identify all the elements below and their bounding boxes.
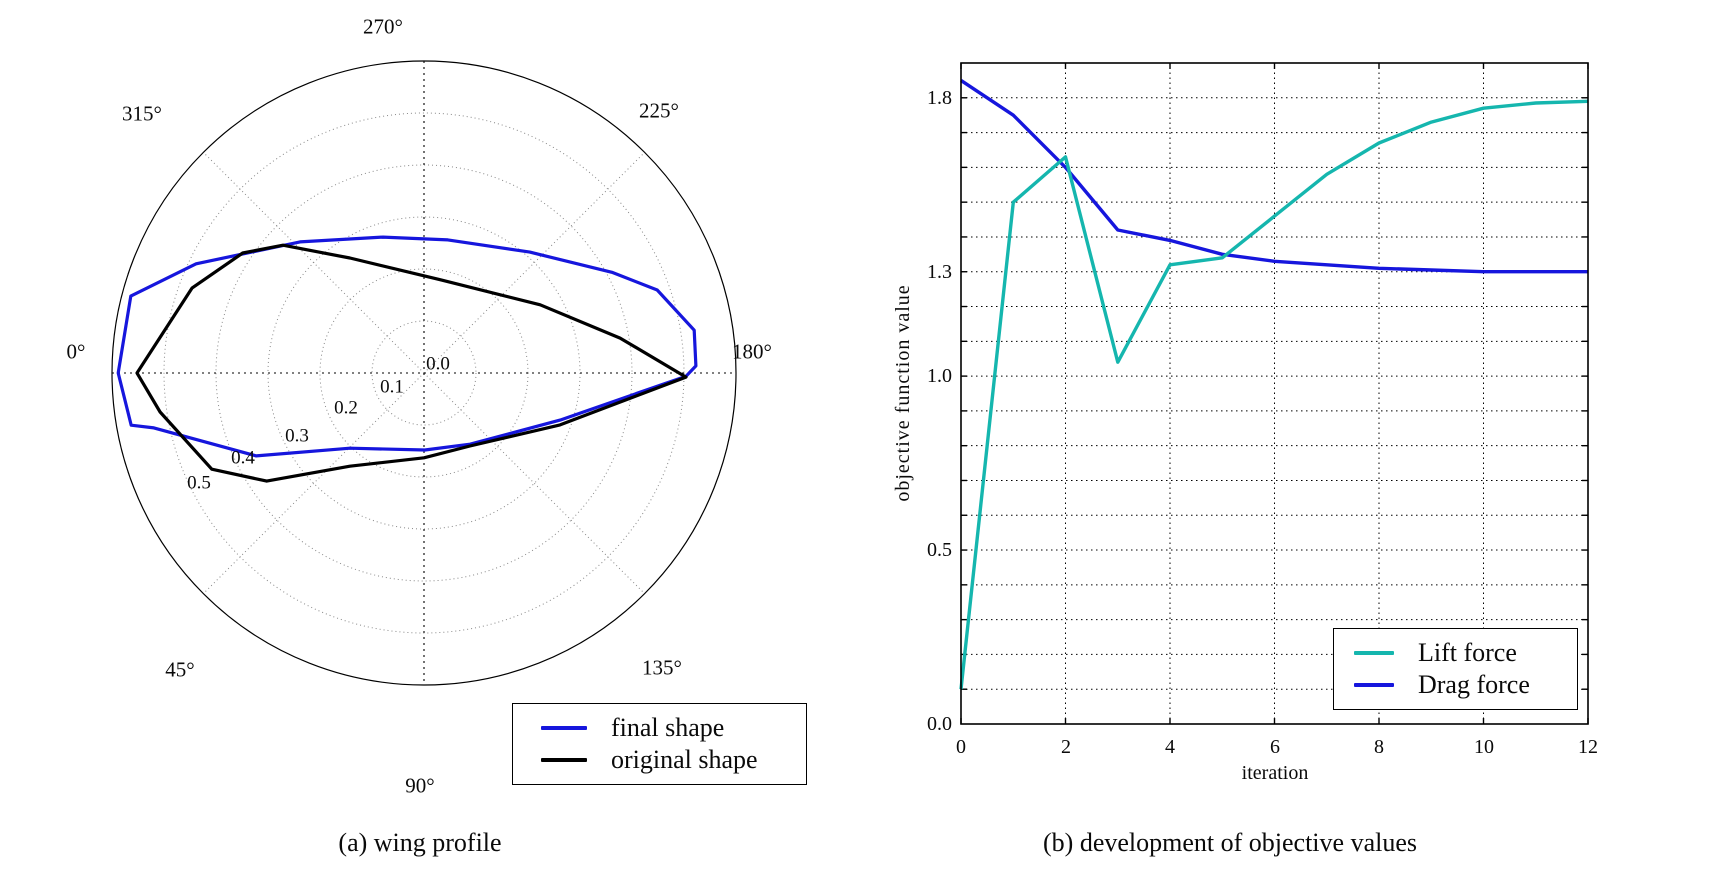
y-tick-label-0.5: 0.5 — [927, 539, 952, 561]
original-shape-legend-label: original shape — [611, 745, 758, 774]
polar-radial-label-0.4: 0.4 — [231, 447, 255, 469]
caption-a: (a) wing profile — [338, 828, 502, 857]
wing-profile-curves — [116, 235, 698, 483]
legend-row-lift-force: Lift force — [1340, 640, 1571, 666]
line-Lift-force — [959, 99, 1589, 690]
y-tick-label-1.3: 1.3 — [927, 261, 952, 283]
polar-angle-label-315: 315° — [122, 101, 162, 126]
x-tick-label-8: 8 — [1374, 736, 1384, 758]
drag-force-line-swatch — [1354, 683, 1394, 687]
y-tick-label-1.8: 1.8 — [927, 87, 952, 109]
wing-profile-legend: final shape original shape — [512, 703, 807, 785]
x-tick-label-4: 4 — [1165, 736, 1175, 758]
drag-force-legend-label: Drag force — [1418, 670, 1530, 699]
line-Drag-force — [960, 78, 1588, 274]
polar-grid — [111, 60, 737, 686]
original-shape-line-swatch — [541, 758, 587, 762]
lift-force-line-swatch — [1354, 651, 1394, 655]
lift-force-legend-label: Lift force — [1418, 638, 1517, 667]
y-tick-label-1.0: 1.0 — [927, 365, 952, 387]
x-tick-label-0: 0 — [956, 736, 966, 758]
x-tick-label-12: 12 — [1578, 736, 1598, 758]
polar-angle-label-90: 90° — [405, 773, 435, 798]
curve-final-shape — [116, 235, 698, 458]
final-shape-legend-label: final shape — [611, 713, 725, 742]
polar-angle-label-225: 225° — [639, 98, 679, 123]
caption-b: (b) development of objective values — [1043, 828, 1417, 857]
legend-row-final-shape: final shape — [523, 715, 796, 741]
polar-angle-label-0: 0° — [66, 339, 86, 364]
polar-angle-label-270: 270° — [363, 14, 403, 39]
x-tick-label-6: 6 — [1270, 736, 1280, 758]
polar-angle-label-135: 135° — [642, 655, 682, 680]
polar-radial-label-0.5: 0.5 — [187, 472, 211, 494]
x-axis-label: iteration — [1241, 762, 1309, 784]
polar-angle-label-180: 180° — [732, 339, 772, 364]
curve-original-shape — [135, 243, 688, 483]
objective-plot-legend: Lift force Drag force — [1333, 628, 1578, 710]
legend-row-original-shape: original shape — [523, 747, 796, 773]
polar-radial-label-0.2: 0.2 — [334, 397, 358, 419]
polar-radial-label-0.0: 0.0 — [426, 353, 450, 375]
x-tick-label-2: 2 — [1061, 736, 1071, 758]
objective-plot-grid — [960, 63, 1589, 724]
legend-row-drag-force: Drag force — [1340, 672, 1571, 698]
x-tick-label-10: 10 — [1474, 736, 1494, 758]
polar-radial-label-0.3: 0.3 — [285, 425, 309, 447]
y-axis-label: objective function value — [892, 284, 914, 502]
polar-radial-label-0.1: 0.1 — [380, 376, 404, 398]
polar-angle-label-45: 45° — [165, 657, 195, 682]
objective-plot-curves — [959, 62, 1589, 725]
y-tick-label-0.0: 0.0 — [927, 713, 952, 735]
final-shape-line-swatch — [541, 726, 587, 730]
